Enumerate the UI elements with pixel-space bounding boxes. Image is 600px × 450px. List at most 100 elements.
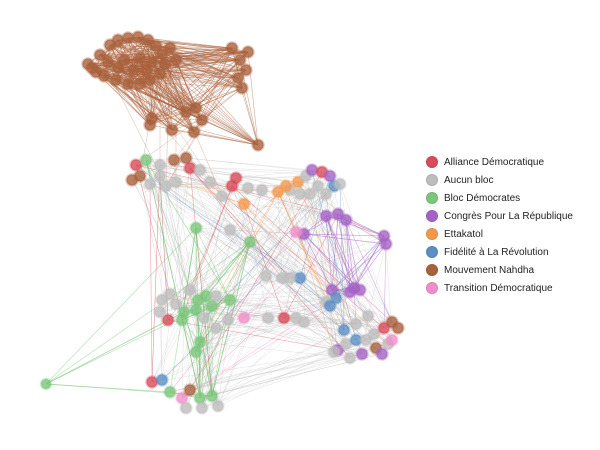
network-node — [223, 293, 237, 307]
edge — [339, 183, 347, 221]
edge — [299, 193, 393, 341]
edge — [165, 185, 393, 341]
edge — [117, 67, 151, 126]
edge — [195, 191, 279, 353]
network-node — [183, 383, 197, 397]
edge — [167, 319, 339, 351]
edge — [309, 193, 339, 351]
edge — [45, 241, 251, 385]
edge — [195, 351, 201, 399]
edge — [175, 47, 233, 61]
edge — [243, 213, 339, 319]
edge — [195, 297, 337, 311]
edge — [181, 169, 313, 399]
network-node — [169, 175, 183, 189]
network-node — [221, 313, 235, 327]
edge — [175, 59, 197, 109]
legend-swatch-mouvement-nahdha — [426, 264, 438, 276]
network-node — [239, 63, 253, 77]
legend-swatch-congres-pour-la-republique — [426, 210, 438, 222]
edge — [201, 47, 233, 121]
edge — [161, 317, 297, 381]
network-node — [169, 53, 183, 67]
network-node — [327, 345, 341, 359]
network-node — [125, 173, 139, 187]
network-node — [251, 138, 265, 152]
network-node — [121, 77, 135, 91]
edge — [211, 175, 307, 307]
legend-swatch-bloc-democrates — [426, 192, 438, 204]
network-node — [343, 285, 357, 299]
network-node — [183, 283, 197, 297]
edge — [135, 87, 243, 166]
network-node — [241, 181, 255, 195]
edge — [131, 179, 367, 341]
edge — [181, 317, 269, 399]
network-node — [195, 113, 209, 127]
network-node — [163, 385, 177, 399]
edge — [295, 171, 323, 319]
edge — [165, 185, 201, 399]
edge — [169, 187, 249, 295]
edge — [229, 175, 307, 301]
edge — [189, 167, 297, 319]
edge — [311, 169, 335, 353]
edge — [295, 231, 399, 329]
network-node — [385, 333, 399, 347]
network-node — [215, 189, 229, 203]
edge — [151, 117, 203, 121]
edge — [159, 185, 287, 313]
edge — [171, 47, 233, 131]
edge — [249, 241, 339, 351]
edge — [203, 185, 335, 319]
network-node — [237, 197, 251, 211]
legend-item-transition-democratique: Transition Démocratique — [426, 279, 573, 297]
edge — [221, 175, 331, 197]
edge — [201, 193, 301, 409]
network-node — [189, 303, 203, 317]
edge — [149, 47, 233, 126]
network-node — [235, 81, 249, 95]
edge — [159, 164, 163, 381]
edge — [135, 164, 171, 295]
network-node — [349, 317, 363, 331]
edge — [131, 179, 217, 297]
network-node — [103, 38, 117, 52]
network-node — [163, 41, 177, 55]
network-node — [143, 118, 157, 132]
network-node — [81, 57, 95, 71]
network-node — [133, 77, 147, 91]
legend-label-mouvement-nahdha: Mouvement Nahdha — [444, 264, 535, 276]
network-node — [319, 209, 333, 223]
network-node — [331, 207, 345, 221]
edge — [189, 167, 213, 397]
edge — [151, 189, 263, 383]
edge — [145, 159, 231, 301]
edge — [345, 219, 351, 293]
legend-swatch-ettakatol — [426, 228, 438, 240]
network-node — [271, 185, 285, 199]
network-node — [179, 105, 193, 119]
legend-item-ettakatol: Ettakatol — [426, 225, 573, 243]
network-node — [133, 51, 147, 65]
edge — [175, 181, 191, 391]
network-nodes — [39, 30, 405, 415]
edge — [135, 164, 399, 329]
edge — [189, 193, 327, 291]
edge — [295, 305, 331, 319]
network-node — [377, 321, 391, 335]
network-node — [323, 299, 337, 313]
edge — [107, 39, 149, 63]
edge — [303, 233, 361, 291]
network-node — [243, 235, 257, 249]
legend-label-fidelite-a-la-revolution: Fidélité à La Révolution — [444, 246, 549, 258]
edge — [303, 233, 333, 291]
edge — [185, 157, 323, 173]
edge — [339, 183, 393, 323]
edge — [159, 175, 307, 313]
network-node — [179, 151, 193, 165]
edge — [151, 51, 249, 119]
network-node — [233, 53, 247, 67]
edge — [203, 317, 383, 355]
edge — [161, 167, 191, 381]
